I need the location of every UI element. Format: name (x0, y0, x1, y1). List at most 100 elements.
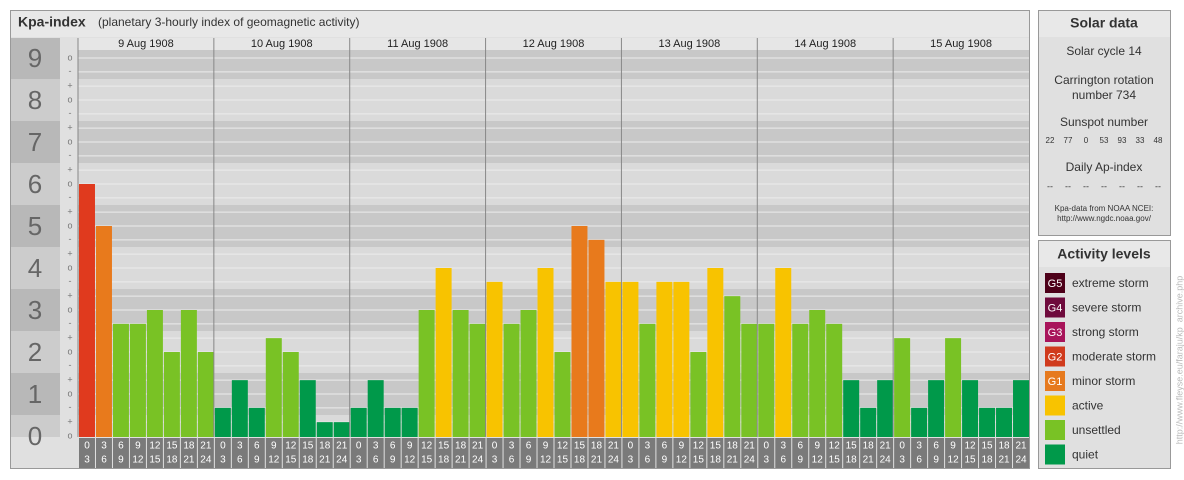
minor-tick-label: + (67, 375, 72, 385)
hour-label: 3 (509, 441, 515, 452)
hour-box (401, 438, 418, 468)
bar (401, 407, 418, 437)
bar (588, 239, 605, 437)
hour-label: 0 (84, 441, 90, 452)
hour-label: 15 (693, 455, 705, 466)
hour-box (180, 438, 197, 468)
bar (843, 380, 860, 437)
y-tick-label: 0 (28, 421, 42, 451)
band (11, 38, 60, 79)
level-label: active (1072, 399, 1104, 413)
bar (350, 407, 367, 437)
bar (129, 323, 146, 437)
hour-label: 15 (710, 441, 722, 452)
hour-label: 15 (829, 455, 841, 466)
hour-label: 18 (183, 441, 195, 452)
bar (707, 268, 724, 437)
bar (282, 352, 299, 437)
hour-box (707, 438, 724, 468)
hour-label: 18 (591, 441, 603, 452)
hour-box (656, 438, 673, 468)
bar (163, 352, 180, 437)
hour-label: 21 (1015, 441, 1027, 452)
level-label: strong storm (1072, 325, 1139, 339)
hour-label: 3 (220, 455, 226, 466)
hour-label: 15 (846, 441, 858, 452)
hour-label: 9 (662, 455, 668, 466)
hour-box (928, 438, 945, 468)
level-label: moderate storm (1072, 350, 1156, 364)
hour-label: 6 (916, 455, 922, 466)
minor-tick-label: + (67, 81, 72, 91)
hour-box (809, 438, 826, 468)
minor-tick-label: + (67, 123, 72, 133)
bar (996, 407, 1013, 437)
source-url: http://www.fleyse.eu/faraju/kp_archive.p… (1174, 276, 1184, 445)
minor-tick-label: o (67, 52, 72, 62)
hour-label: 9 (526, 455, 532, 466)
bar (469, 323, 486, 437)
hour-label: 9 (271, 441, 277, 452)
level-swatch (1045, 395, 1065, 416)
hour-label: 6 (390, 441, 396, 452)
date-row (78, 38, 1029, 50)
hour-box (622, 438, 639, 468)
hour-label: 0 (899, 441, 905, 452)
chart-subtitle: (planetary 3-hourly index of geomagnetic… (98, 15, 359, 29)
bar (639, 323, 656, 437)
hour-label: 12 (540, 455, 552, 466)
hour-label: 3 (916, 441, 922, 452)
hour-label: 0 (628, 441, 634, 452)
sunspot-number: 0 (1084, 136, 1089, 145)
level-label: minor storm (1072, 374, 1135, 388)
hour-label: 12 (557, 441, 569, 452)
hour-label: 15 (965, 455, 977, 466)
date-label: 9 Aug 1908 (118, 38, 174, 50)
hour-label: 18 (863, 441, 875, 452)
bar (962, 380, 979, 437)
hour-box (588, 438, 605, 468)
hour-box (911, 438, 928, 468)
hour-label: 18 (727, 441, 739, 452)
bar (520, 310, 537, 437)
hour-box (1013, 438, 1029, 468)
hour-box (350, 438, 367, 468)
hour-label: 24 (1015, 455, 1027, 466)
bar (758, 323, 775, 437)
hour-label: 24 (608, 455, 620, 466)
hour-label: 3 (645, 441, 651, 452)
ap-value: -- (1047, 181, 1053, 191)
hour-label: 6 (118, 441, 124, 452)
hour-box (741, 438, 758, 468)
level-swatch (1045, 444, 1065, 465)
hour-label: 6 (237, 455, 243, 466)
bar (775, 268, 792, 437)
bar (333, 422, 350, 437)
bar (911, 407, 928, 437)
level-badge: G5 (1048, 278, 1063, 290)
ap-value: -- (1137, 181, 1143, 191)
y-tick-label: 8 (28, 85, 42, 115)
bar (79, 184, 95, 437)
ap-value: -- (1065, 181, 1071, 191)
bar (792, 323, 809, 437)
bar (248, 407, 265, 437)
hour-label: 12 (965, 441, 977, 452)
hour-box (792, 438, 809, 468)
hour-box (775, 438, 792, 468)
ap-value: -- (1119, 181, 1125, 191)
hour-label: 6 (373, 455, 379, 466)
hour-label: 9 (797, 455, 803, 466)
hour-label: 18 (438, 455, 450, 466)
hour-label: 21 (455, 455, 467, 466)
hour-label: 21 (200, 441, 212, 452)
hour-label: 3 (373, 441, 379, 452)
bar (622, 281, 639, 437)
bar (316, 422, 333, 437)
hour-label: 24 (200, 455, 212, 466)
hour-label: 12 (404, 455, 416, 466)
hour-label: 6 (780, 455, 786, 466)
hour-box (299, 438, 316, 468)
hour-label: 18 (710, 455, 722, 466)
